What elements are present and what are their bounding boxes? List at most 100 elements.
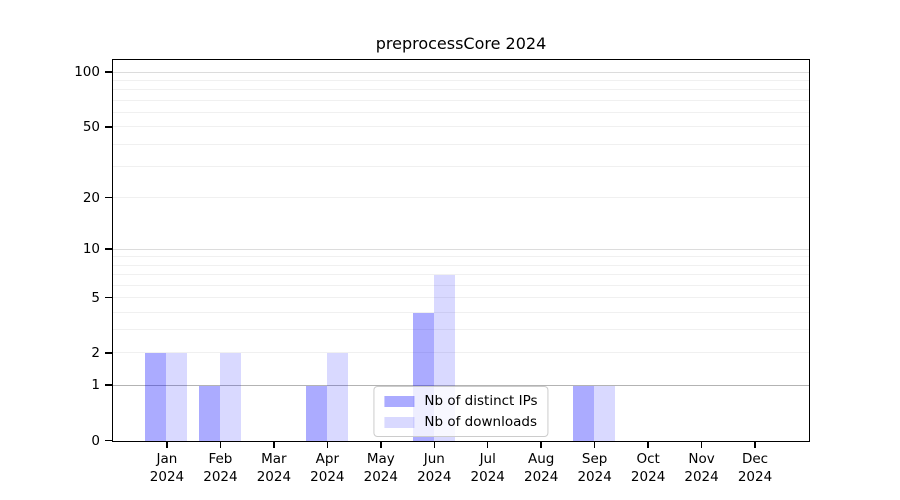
x-axis-tick-label-line: 2024	[417, 468, 452, 485]
gridline	[113, 311, 809, 313]
y-axis-tick	[105, 296, 112, 299]
x-axis-tick	[540, 442, 542, 448]
x-axis-tick-label-line: 2024	[737, 468, 773, 485]
gridline	[113, 284, 809, 286]
gridline	[113, 143, 809, 145]
x-axis-tick-label-line: Jun	[423, 451, 445, 467]
gridline	[113, 197, 809, 199]
x-axis-tick-label: Nov 2024	[667, 451, 737, 486]
x-axis-tick	[166, 442, 168, 448]
x-axis-tick-label-line: Sep	[581, 451, 608, 467]
x-axis-tick-label: Jul 2024	[453, 451, 523, 486]
y-axis-tick	[105, 248, 112, 250]
x-axis-tick-label: Jun 2024	[399, 451, 469, 486]
chart-title: preprocessCore 2024	[375, 34, 547, 53]
gridline	[113, 99, 809, 101]
legend-swatch-distinct-ips	[384, 395, 415, 407]
x-axis-tick	[700, 442, 703, 448]
gridline	[113, 165, 809, 167]
x-axis-tick	[273, 442, 275, 448]
x-axis-tick	[380, 442, 382, 448]
legend-item: Nb of distinct IPs	[384, 393, 538, 409]
gridline	[113, 111, 809, 113]
x-axis-tick-label: Oct 2024	[613, 451, 683, 486]
gridline	[113, 297, 809, 299]
x-axis-tick	[754, 442, 756, 448]
x-axis-tick-label-line: 2024	[470, 468, 505, 485]
gridline	[113, 274, 809, 276]
x-axis-tick	[219, 442, 222, 448]
x-axis-tick-label: Apr 2024	[292, 451, 362, 486]
y-axis-tick	[105, 71, 112, 73]
x-axis-tick-label-line: 2024	[684, 468, 719, 485]
x-axis-tick-label-line: 2024	[203, 468, 238, 485]
y-axis-tick-label: 1	[91, 377, 100, 394]
y-axis-tick-label: 50	[82, 118, 100, 135]
legend-label: Nb of distinct IPs	[424, 393, 538, 409]
x-axis-tick-label: Jan 2024	[132, 451, 202, 486]
gridline	[113, 71, 809, 73]
x-axis-tick-label-line: Nov	[688, 451, 715, 467]
y-axis-tick	[105, 384, 112, 386]
bar-distinct-ips	[305, 385, 327, 441]
x-axis-tick-label-line: 2024	[363, 468, 398, 485]
x-axis-tick-label-line: 2024	[149, 468, 185, 485]
gridline	[113, 384, 809, 386]
bar-downloads	[594, 385, 616, 441]
y-axis-tick-label: 20	[82, 189, 100, 206]
y-axis-tick-label: 2	[91, 344, 100, 361]
plot-area: Nb of distinct IPs Nb of downloads	[112, 59, 810, 442]
legend-swatch-downloads	[384, 416, 415, 428]
x-axis-tick-label: Feb 2024	[185, 451, 255, 486]
gridline	[113, 126, 809, 128]
gridline	[113, 80, 809, 82]
bar-downloads	[166, 353, 188, 441]
x-axis-tick-label-line: Apr	[315, 451, 340, 467]
gridline	[113, 89, 809, 91]
legend-label: Nb of downloads	[424, 414, 537, 430]
y-axis-tick-label: 0	[91, 432, 100, 449]
x-axis-tick	[486, 442, 489, 448]
x-axis-tick-label: Sep 2024	[560, 451, 630, 486]
x-axis-tick-label-line: Dec	[741, 451, 769, 467]
gridline	[113, 264, 809, 266]
y-axis-tick-label: 10	[82, 241, 100, 258]
x-axis-tick-label-line: Jan	[156, 451, 178, 467]
x-axis-tick-label-line: Feb	[208, 451, 233, 467]
y-axis-tick-label: 100	[74, 64, 100, 81]
y-axis-tick	[105, 126, 112, 128]
x-axis-tick-label: Mar 2024	[239, 451, 309, 486]
x-axis-tick	[647, 442, 649, 448]
y-axis-tick-label: 5	[91, 289, 100, 306]
x-axis-tick-label: Dec 2024	[720, 451, 790, 486]
gridline	[113, 352, 809, 354]
x-axis-tick-label: Aug 2024	[506, 451, 576, 486]
x-axis-tick-label-line: 2024	[310, 468, 345, 485]
x-axis-tick-label-line: 2024	[577, 468, 612, 485]
x-axis-tick	[433, 442, 436, 448]
bar-downloads	[326, 353, 348, 441]
x-axis-tick-label-line: Jul	[479, 451, 496, 467]
bar-distinct-ips	[198, 385, 220, 441]
y-axis-tick	[105, 352, 112, 354]
x-axis-tick-label: May 2024	[346, 451, 416, 486]
x-axis-tick-label-line: Oct	[636, 451, 660, 467]
y-axis-tick	[105, 196, 112, 199]
x-axis-tick-label-line: May	[366, 451, 395, 467]
bar-distinct-ips	[573, 385, 595, 441]
x-axis-tick-label-line: Aug	[528, 451, 555, 467]
x-axis-tick-label-line: Mar	[261, 451, 287, 467]
legend-item: Nb of downloads	[384, 414, 537, 430]
gridline	[113, 329, 809, 331]
x-axis-tick-label-line: 2024	[256, 468, 292, 485]
gridline	[113, 248, 809, 250]
legend: Nb of distinct IPs Nb of downloads	[373, 386, 549, 437]
y-axis-tick	[105, 439, 112, 442]
x-axis-tick	[326, 442, 329, 448]
x-axis-tick-label-line: 2024	[630, 468, 666, 485]
gridline	[113, 256, 809, 258]
x-axis-tick	[593, 442, 596, 448]
bar-distinct-ips	[145, 353, 167, 441]
x-axis-tick-label-line: 2024	[524, 468, 559, 485]
